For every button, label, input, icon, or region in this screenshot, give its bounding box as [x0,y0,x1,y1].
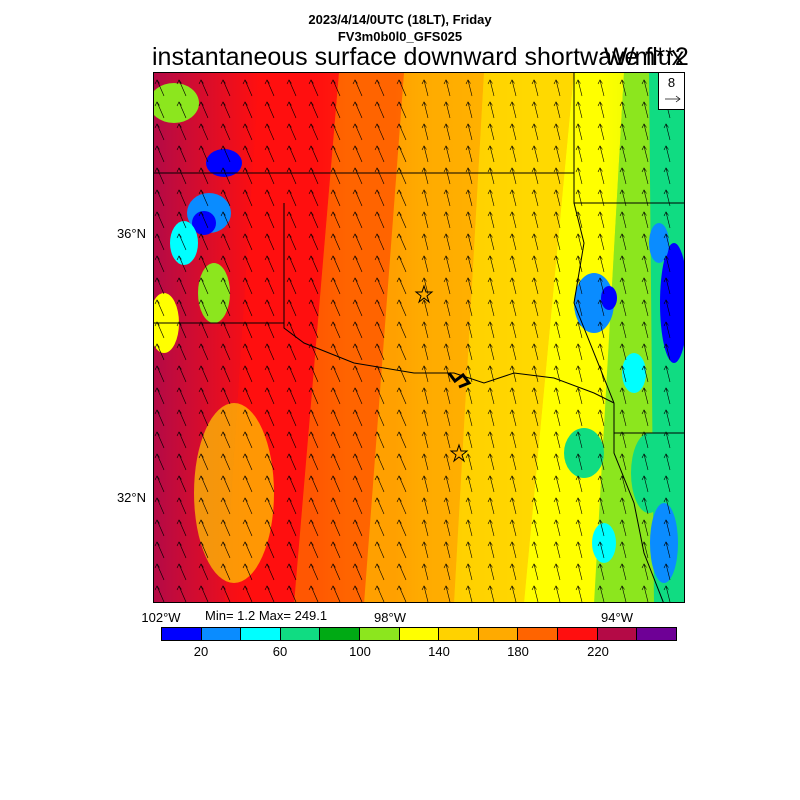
lon-label-94w: 94°W [601,610,633,625]
colorbar-swatch [558,628,598,640]
colorbar-swatch [597,628,638,640]
lon-label-98w: 98°W [374,610,406,625]
colorbar-swatch [162,628,202,640]
flux-map [154,73,684,602]
colorbar-swatch [241,628,281,640]
colorbar-label: 220 [587,644,609,659]
star-marker [449,443,469,463]
lon-label-102w: 102°W [141,610,181,625]
colorbar-swatch [518,628,559,640]
vector-reference-value: 8 [667,75,676,90]
wind-vectors [154,79,671,602]
colorbar-swatch [399,628,440,640]
colorbar-label: 60 [272,644,288,659]
units-label: W/m**2 [604,43,689,71]
colorbar-swatch [439,628,479,640]
colorbar [161,627,677,641]
colorbar-label: 180 [507,644,529,659]
min-max-stats: Min= 1.2 Max= 249.1 [205,608,328,623]
colorbar-swatch [637,628,676,640]
colorbar-swatch [280,628,321,640]
lat-label-32n: 32°N [116,490,146,505]
colorbar-label: 140 [428,644,450,659]
main-title: instantaneous surface downward shortwave… [152,43,685,71]
colorbar-swatch [201,628,242,640]
colorbar-label: 20 [193,644,209,659]
vector-reference-box: 8 [658,72,685,110]
lat-label-36n: 36°N [116,226,146,241]
datetime-title: 2023/4/14/0UTC (18LT), Friday [308,12,492,27]
colorbar-swatch [320,628,361,640]
colorbar-label: 100 [349,644,371,659]
star-marker [414,284,434,304]
reference-arrow-icon [665,95,681,103]
model-title: FV3m0b0l0_GFS025 [337,29,463,44]
colorbar-swatch [478,628,519,640]
colorbar-swatch [360,628,400,640]
map-panel [153,72,685,603]
